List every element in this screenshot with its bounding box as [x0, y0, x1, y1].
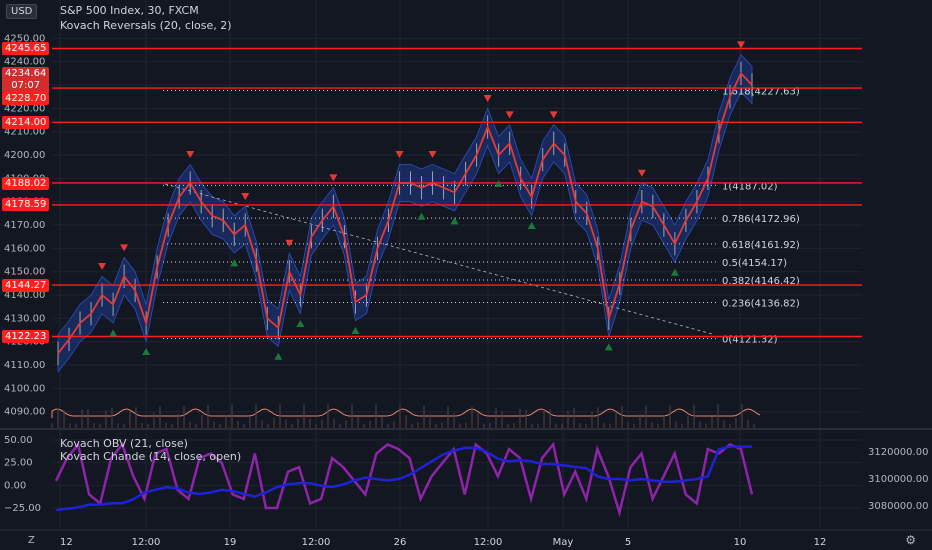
x-tick-label: 12:00: [474, 537, 503, 548]
fib-level-label: 0.786(4172.96): [722, 214, 800, 225]
chande-line: [54, 441, 754, 518]
chande-legend: Kovach Chande (14, close, open): [60, 450, 242, 463]
fib-level-label: 0.382(4146.42): [722, 276, 800, 287]
x-tick-label: 12: [60, 537, 73, 548]
x-tick-label: 12:00: [302, 537, 331, 548]
sub-right-tick-label: 3120000.00: [868, 447, 928, 458]
buy-marker: [670, 268, 679, 276]
fib-level-label: 0.618(4161.92): [722, 240, 800, 251]
sell-marker: [637, 169, 646, 177]
x-tick-label: May: [553, 537, 574, 548]
x-tick-label: 26: [394, 537, 407, 548]
sell-marker: [483, 95, 492, 103]
x-tick-label: 10: [734, 537, 747, 548]
price-tag-4214: 4214.00: [2, 116, 50, 129]
sell-marker: [395, 151, 404, 159]
sell-marker: [241, 193, 250, 201]
indicator-title: Kovach Reversals (20, close, 2): [60, 19, 232, 32]
buy-marker: [417, 212, 426, 220]
price-tag-4245: 4245.65: [2, 42, 50, 55]
buy-marker: [296, 320, 305, 328]
buy-marker: [274, 352, 283, 360]
y-tick-label: 4090.00: [4, 407, 45, 418]
price-line: [57, 71, 753, 354]
sell-marker: [329, 174, 338, 182]
x-tick-label: 5: [625, 537, 631, 548]
obv-line: [55, 445, 752, 512]
sub-right-tick-label: 3080000.00: [868, 501, 928, 512]
buy-marker: [109, 329, 118, 337]
y-tick-label: 4150.00: [4, 267, 45, 278]
y-tick-label: 4200.00: [4, 150, 45, 161]
fib-level-label: 0(4121.32): [722, 335, 778, 346]
x-tick-label: 12: [814, 537, 827, 548]
obv-legend: Kovach OBV (21, close): [60, 437, 188, 450]
sell-marker: [428, 151, 437, 159]
price-tag-4228: 4228.70: [2, 92, 50, 105]
buy-marker: [604, 343, 613, 351]
zoom-button[interactable]: Z: [28, 535, 35, 546]
sell-marker: [285, 239, 294, 247]
symbol-title: S&P 500 Index, 30, FXCM: [60, 4, 199, 17]
buy-marker: [527, 222, 536, 230]
buy-marker: [450, 217, 459, 225]
y-tick-label: 4250.00: [4, 33, 45, 44]
sub-left-tick-label: −25.00: [4, 503, 41, 514]
sub-left-tick-label: 25.00: [4, 458, 33, 469]
sell-marker: [736, 41, 745, 49]
sell-marker: [505, 111, 514, 119]
y-tick-label: 4100.00: [4, 383, 45, 394]
volume-oscillator: [51, 408, 761, 418]
y-tick-label: 4240.00: [4, 57, 45, 68]
price-tag-4178: 4178.59: [2, 198, 50, 211]
fib-level-label: 1(4187.02): [722, 181, 778, 192]
y-tick-label: 4220.00: [4, 103, 45, 114]
y-tick-label: 4160.00: [4, 243, 45, 254]
sub-left-tick-label: 0.00: [4, 480, 26, 491]
buy-marker: [230, 259, 239, 267]
fib-level-label: 0.236(4136.82): [722, 298, 800, 309]
current-price-tag: 4234.64 07:07: [2, 67, 50, 93]
sell-marker: [120, 244, 129, 252]
sell-marker: [549, 111, 558, 119]
y-tick-label: 4210.00: [4, 127, 45, 138]
countdown-timer: 07:07: [11, 80, 41, 91]
fib-level-label: 0.5(4154.17): [722, 258, 787, 269]
y-tick-label: 4140.00: [4, 290, 45, 301]
x-tick-label: 12:00: [132, 537, 161, 548]
gear-icon[interactable]: ⚙: [905, 533, 916, 547]
sell-marker: [98, 263, 107, 271]
y-tick-label: 4110.00: [4, 360, 45, 371]
sub-left-tick-label: 50.00: [4, 435, 33, 446]
fib-level-label: 1.618(4227.63): [722, 87, 800, 98]
buy-marker: [351, 327, 360, 335]
buy-marker: [494, 180, 503, 188]
y-tick-label: 4170.00: [4, 220, 45, 231]
volatility-band: [57, 53, 753, 374]
sell-marker: [186, 151, 195, 159]
trend-line: [164, 183, 713, 335]
x-tick-label: 19: [224, 537, 237, 548]
price-tag-4122: 4122.23: [2, 330, 50, 343]
buy-marker: [142, 348, 151, 356]
sub-right-tick-label: 3100000.00: [868, 474, 928, 485]
y-tick-label: 4130.00: [4, 313, 45, 324]
current-price: 4234.64: [5, 68, 47, 79]
price-tag-4144: 4144.27: [2, 279, 50, 292]
currency-badge[interactable]: USD: [6, 4, 38, 19]
price-tag-4188: 4188.02: [2, 177, 50, 190]
